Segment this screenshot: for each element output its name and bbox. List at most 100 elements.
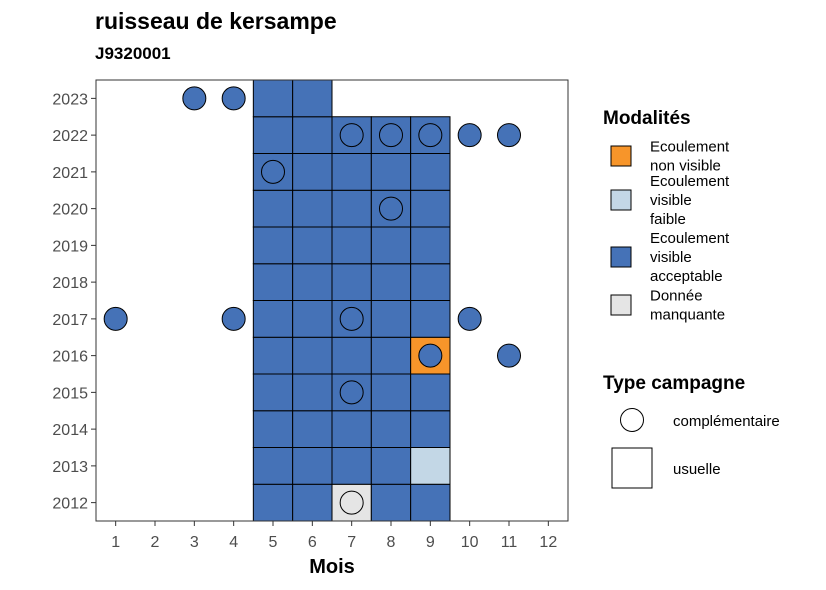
- x-tick-label: 11: [501, 534, 518, 551]
- y-tick-label: 2013: [52, 459, 88, 476]
- usual-cell-2021-7: [331, 153, 372, 191]
- usual-cell-2015-5: [252, 373, 294, 412]
- usual-cell-2018-6: [292, 263, 333, 301]
- x-tick-label: 4: [229, 534, 238, 551]
- legend-label-visible_acceptable: Ecoulement: [650, 230, 730, 247]
- legend-label-usuelle: usuelle: [673, 461, 721, 478]
- usual-cell-2018-7: [331, 263, 372, 301]
- legend-title-modalites: Modalités: [603, 108, 691, 129]
- usual-cell-2015-9: [410, 373, 451, 412]
- chart-subtitle: J9320001: [95, 44, 171, 63]
- complementary-point-2016-11: [497, 343, 521, 368]
- complementary-point-2016-9: [418, 343, 443, 368]
- usual-cell-2013-8: [370, 447, 412, 485]
- complementary-point-2012-7: [339, 490, 364, 515]
- usual-cell-2019-6: [292, 226, 333, 265]
- usual-cell-2017-9: [410, 300, 451, 338]
- usual-cell-2012-8: [370, 483, 412, 522]
- x-tick-label: 7: [347, 534, 356, 551]
- x-tick-label: 8: [387, 534, 396, 551]
- legend-label-visible_faible: visible: [650, 192, 692, 209]
- legend-key-complementaire: [620, 408, 644, 432]
- usual-cell-2023-6: [292, 79, 333, 118]
- usual-cell-2016-5: [252, 336, 294, 375]
- legend-key-manquante: [610, 294, 632, 316]
- complementary-point-2022-9: [418, 123, 443, 148]
- y-tick-label: 2022: [52, 128, 88, 145]
- usual-cell-2017-6: [292, 300, 333, 338]
- usual-cell-2020-5: [252, 189, 294, 228]
- legend-label-visible_acceptable: acceptable: [650, 268, 723, 285]
- usual-cell-2016-8: [370, 336, 412, 375]
- legend-label-non_visible: non visible: [650, 158, 721, 175]
- legend-label-visible_faible: Ecoulement: [650, 173, 730, 190]
- panel-border: [95, 79, 569, 522]
- y-tick-label: 2018: [52, 275, 88, 292]
- x-axis: 1 2 3 4 5 6 7 8 9 10 11 12: [111, 521, 557, 551]
- usual-cell-2019-5: [252, 226, 294, 265]
- y-tick-label: 2021: [52, 165, 88, 182]
- y-tick-label: 2014: [52, 422, 88, 439]
- usual-cell-2023-5: [252, 79, 294, 118]
- x-tick-label: 2: [151, 534, 160, 551]
- usual-cell-2014-5: [252, 410, 294, 448]
- usual-cell-2021-6: [292, 153, 333, 191]
- usual-cell-2016-6: [292, 336, 333, 375]
- usual-cell-2013-6: [292, 447, 333, 485]
- usual-cell-2016-7: [331, 336, 372, 375]
- x-tick-label: 10: [461, 534, 479, 551]
- complementary-point-2022-10: [457, 123, 482, 148]
- complementary-point-2017-1: [103, 306, 128, 331]
- complementary-point-2017-4: [221, 306, 246, 331]
- usual-cell-2012-6: [292, 483, 333, 522]
- y-tick-label: 2016: [52, 349, 88, 366]
- usual-cell-2015-8: [370, 373, 412, 412]
- x-axis-label: Mois: [309, 556, 355, 578]
- complementary-point-2015-7: [339, 380, 364, 405]
- usual-cell-2018-5: [252, 263, 294, 301]
- usual-cell-2017-5: [252, 300, 294, 338]
- usual-cell-2012-5: [252, 483, 294, 522]
- y-tick-label: 2017: [52, 312, 88, 329]
- usual-cell-2014-7: [331, 410, 372, 448]
- usual-cell-2021-9: [410, 153, 451, 191]
- complementary-point-2021-5: [261, 159, 285, 184]
- usual-cell-2012-9: [410, 483, 451, 522]
- usual-cell-2019-7: [331, 226, 372, 265]
- legend-label-non_visible: Ecoulement: [650, 139, 730, 156]
- x-tick-label: 3: [190, 534, 199, 551]
- legend-title-type: Type campagne: [603, 373, 745, 394]
- usual-cell-2022-5: [252, 116, 294, 154]
- usual-cell-2015-6: [292, 373, 333, 412]
- x-tick-label: 6: [308, 534, 317, 551]
- legend-key-visible_faible: [610, 189, 632, 211]
- usual-cell-2014-9: [410, 410, 451, 448]
- y-tick-label: 2023: [52, 91, 88, 108]
- legend-label-manquante: Donnée: [650, 288, 703, 305]
- usual-cell-2019-8: [370, 226, 412, 265]
- y-tick-label: 2015: [52, 385, 88, 402]
- chart-title: ruisseau de kersampe: [95, 8, 337, 34]
- complementary-point-2023-3: [182, 86, 207, 111]
- complementary-point-2022-11: [497, 123, 521, 148]
- usual-cell-2013-7: [331, 447, 372, 485]
- x-tick-label: 5: [269, 534, 278, 551]
- legend-key-non_visible: [610, 145, 632, 167]
- usual-cell-2014-6: [292, 410, 333, 448]
- complementary-point-2022-7: [339, 123, 364, 148]
- y-tick-label: 2019: [52, 238, 88, 255]
- y-tick-label: 2012: [52, 496, 88, 513]
- usual-cell-2014-8: [370, 410, 412, 448]
- usual-cell-2018-9: [410, 263, 451, 301]
- usual-cell-2022-6: [292, 116, 333, 154]
- complementary-point-2020-8: [379, 196, 403, 221]
- complementary-point-2017-7: [339, 306, 364, 331]
- legend-label-visible_acceptable: visible: [650, 249, 692, 266]
- usual-cell-2019-9: [410, 226, 451, 265]
- usual-cell-2021-8: [370, 153, 412, 191]
- usual-cell-2020-6: [292, 189, 333, 228]
- usual-cell-2020-7: [331, 189, 372, 228]
- complementary-points-layer: [103, 86, 521, 515]
